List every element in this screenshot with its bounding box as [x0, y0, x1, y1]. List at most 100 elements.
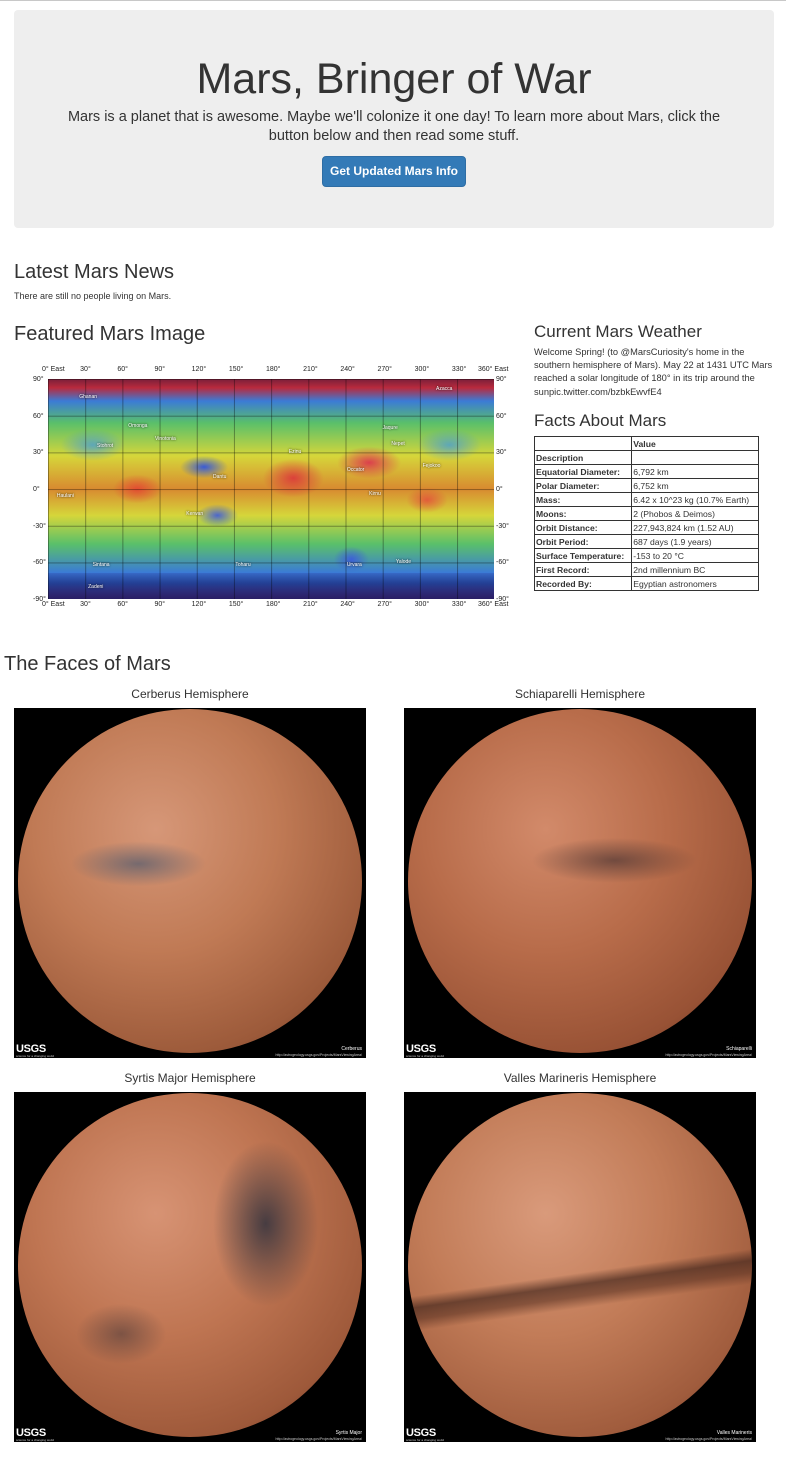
map-bottom-tick: 0° East: [42, 601, 65, 608]
map-top-tick: 60°: [117, 366, 128, 373]
map-feature-label: Toharu: [235, 561, 251, 568]
map-top-tick: 300°: [414, 366, 430, 373]
map-right-tick: -60°: [496, 559, 509, 567]
fact-label: Polar Diameter:: [533, 478, 633, 493]
fact-label: Surface Temperature:: [533, 548, 633, 563]
map-top-tick: 330°: [451, 366, 467, 373]
hemisphere-image-label: Cerberus: [341, 1046, 362, 1052]
usgs-logo: USGS: [406, 1043, 436, 1055]
featured-image-heading: Featured Mars Image: [14, 323, 206, 345]
fact-label: First Record:: [533, 562, 633, 577]
map-feature-label: Zadeni: [88, 583, 104, 590]
map-feature-label: Yalode: [395, 559, 412, 566]
map-right-tick: 0°: [496, 486, 503, 493]
map-bottom-tick: 120°: [191, 601, 207, 608]
fact-value: 2nd millennium BC: [631, 562, 759, 577]
featured-mars-image: 0° East 30° 60° 90° 120° 150° 180° 210° 240° 270°…: [28, 364, 514, 614]
map-bottom-tick: 30°: [80, 601, 91, 608]
hemisphere-image-url: http://astrogeology.usgs.gov/Projects/Ma…: [275, 1437, 362, 1441]
facts-row: First Record: 2nd millennium BC: [533, 562, 759, 577]
facts-row: Mass: 6.42 x 10^23 kg (10.7% Earth): [533, 492, 759, 507]
hemisphere-card: Valles Marineris Hemisphere USGS science f…: [404, 1071, 756, 1443]
map-right-tick: -30°: [496, 522, 509, 530]
map-top-tick: 0° East: [42, 366, 65, 373]
map-top-tick: 30°: [80, 366, 91, 373]
map-bottom-tick: 60°: [117, 601, 128, 608]
facts-table: Value Description Equatorial Diameter: 6,…: [533, 436, 759, 591]
map-left-tick: -60°: [33, 559, 46, 567]
map-bottom-tick: 150°: [228, 601, 244, 608]
get-updated-info-button[interactable]: Get Updated Mars Info: [322, 156, 466, 187]
weather-heading: Current Mars Weather: [534, 322, 702, 341]
hemisphere-title: Valles Marineris Hemisphere: [503, 1071, 657, 1085]
map-feature-label: Dantu: [213, 473, 227, 480]
faces-heading: The Faces of Mars: [4, 653, 171, 675]
map-bottom-tick: 270°: [377, 601, 392, 608]
usgs-logo-sub: science for a changing world: [16, 1054, 55, 1058]
map-top-tick: 360° East: [478, 366, 509, 373]
facts-row: Orbit Distance: 227,943,824 km (1.52 AU): [533, 520, 759, 535]
map-left-tick: 90°: [33, 376, 44, 383]
usgs-logo-sub: science for a changing world: [406, 1438, 445, 1442]
hemisphere-image[interactable]: USGS science for a changing world Schiapar…: [404, 708, 756, 1058]
mars-globe: [18, 709, 362, 1053]
hemisphere-card: Schiaparelli Hemisphere USGS science for a…: [404, 687, 756, 1059]
map-bottom-tick: 330°: [451, 601, 467, 608]
map-feature-label: Fejokoo: [422, 462, 441, 469]
map-top-tick: 150°: [228, 366, 244, 373]
browser-top-edge: [0, 0, 786, 10]
mars-globe: [408, 1093, 752, 1437]
hemisphere-image-label: Syrtis Major: [335, 1430, 362, 1436]
hemisphere-card: Syrtis Major Hemisphere USGS science for a…: [14, 1071, 366, 1443]
map-top-tick: 120°: [191, 366, 207, 373]
facts-row: Moons: 2 (Phobos & Deimos): [533, 506, 759, 521]
hemisphere-image-url: http://astrogeology.usgs.gov/Projects/Ma…: [665, 1053, 752, 1057]
hemisphere-image[interactable]: USGS science for a changing world Syrtis M…: [14, 1092, 366, 1442]
hemisphere-image[interactable]: USGS science for a changing world Valles M…: [404, 1092, 756, 1442]
usgs-logo: USGS: [16, 1043, 46, 1055]
mars-topography-map: Ghanan Omonga Stohrot Vinotonia Ezinu Dantu Oc…: [48, 379, 494, 599]
fact-label: Equatorial Diameter:: [533, 464, 633, 479]
fact-label: Orbit Distance:: [533, 520, 633, 535]
hemisphere-image-label: Valles Marineris: [716, 1430, 752, 1436]
map-right-tick: 60°: [496, 412, 507, 420]
map-feature-label: Jaqure: [382, 425, 398, 432]
map-top-tick: 240°: [340, 366, 355, 373]
facts-header-row: Value: [533, 436, 759, 451]
map-top-tick: 180°: [266, 366, 281, 373]
fact-value: Egyptian astronomers: [631, 576, 759, 591]
map-feature-label: Azacca: [436, 385, 453, 392]
map-feature-label: Haulani: [56, 493, 74, 500]
map-left-tick: 30°: [33, 449, 44, 457]
fact-value: 2 (Phobos & Deimos): [631, 506, 759, 521]
fact-label: Orbit Period:: [533, 534, 633, 549]
fact-value: 6.42 x 10^23 kg (10.7% Earth): [631, 492, 759, 507]
fact-label: Mass:: [533, 492, 633, 507]
mars-globe: [408, 709, 752, 1053]
usgs-logo: USGS: [406, 1427, 436, 1439]
map-right-tick: -90°: [496, 596, 509, 603]
fact-label: Moons:: [533, 506, 633, 521]
fact-value: -153 to 20 °C: [631, 548, 759, 563]
fact-value: 6,752 km: [631, 478, 759, 493]
map-feature-label: Urvara: [346, 561, 362, 568]
map-feature-label: Vinotonia: [155, 436, 176, 443]
map-feature-label: Kirnu: [369, 491, 381, 498]
facts-header-description: Description: [533, 450, 633, 465]
usgs-logo-sub: science for a changing world: [16, 1438, 55, 1442]
weather-text: Welcome Spring! (to @MarsCuriosity's hom…: [534, 347, 773, 397]
map-right-tick: 90°: [496, 376, 507, 383]
map-feature-label: Omonga: [128, 423, 148, 429]
facts-heading: Facts About Mars: [534, 411, 667, 430]
map-top-tick: 270°: [377, 366, 392, 373]
facts-header-desc-row: Description: [533, 450, 759, 465]
map-bottom-tick: 300°: [414, 601, 430, 608]
map-feature-label: Stohrot: [97, 442, 114, 449]
map-bottom-tick: 210°: [303, 601, 318, 608]
usgs-logo: USGS: [16, 1427, 46, 1439]
map-bottom-tick: 240°: [340, 601, 355, 608]
fact-value: 6,792 km: [631, 464, 759, 479]
hemisphere-image[interactable]: USGS science for a changing world Cerberus…: [14, 708, 366, 1058]
hemisphere-image-url: http://astrogeology.usgs.gov/Projects/Ma…: [275, 1053, 362, 1057]
fact-value: 227,943,824 km (1.52 AU): [631, 520, 759, 535]
